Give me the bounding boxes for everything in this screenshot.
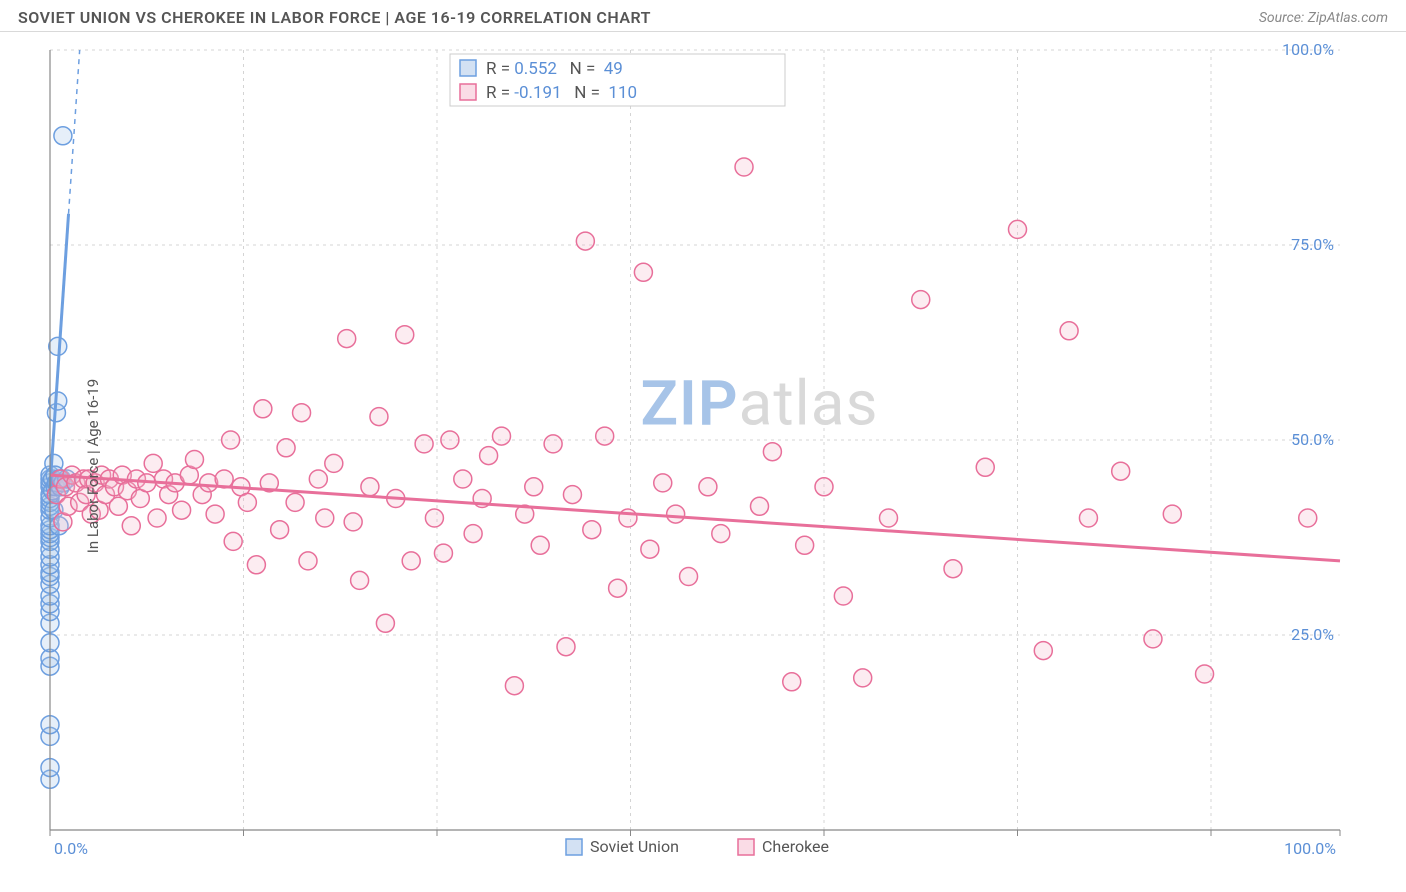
data-point xyxy=(1163,505,1181,523)
data-point xyxy=(680,568,698,586)
data-point xyxy=(751,497,769,515)
data-point xyxy=(325,454,343,472)
legend-swatch xyxy=(738,839,754,855)
data-point xyxy=(944,560,962,578)
data-point xyxy=(557,638,575,656)
data-point xyxy=(425,509,443,527)
data-point xyxy=(1144,630,1162,648)
data-point xyxy=(173,501,191,519)
data-point xyxy=(247,556,265,574)
data-point xyxy=(563,486,581,504)
data-point xyxy=(396,326,414,344)
data-point xyxy=(271,521,289,539)
data-point xyxy=(544,435,562,453)
y-tick-label: 25.0% xyxy=(1291,625,1334,644)
data-point xyxy=(441,431,459,449)
y-axis-label: In Labor Force | Age 16-19 xyxy=(84,379,102,553)
data-point xyxy=(783,673,801,691)
data-point xyxy=(122,517,140,535)
data-point xyxy=(344,513,362,531)
data-point xyxy=(531,536,549,554)
data-point xyxy=(641,540,659,558)
data-point xyxy=(634,263,652,281)
legend-label: Soviet Union xyxy=(590,837,679,856)
x-tick-label: 0.0% xyxy=(54,839,88,858)
data-point xyxy=(238,493,256,511)
data-point xyxy=(480,447,498,465)
data-point xyxy=(144,454,162,472)
y-tick-label: 75.0% xyxy=(1291,235,1334,254)
data-point xyxy=(1060,322,1078,340)
data-point xyxy=(596,427,614,445)
chart-source: Source: ZipAtlas.com xyxy=(1259,10,1388,26)
scatter-chart: ZIPatlas 25.0% 50.0% 75.0% 100.0% 0.0% 100.0% R… xyxy=(0,40,1380,880)
legend-swatch xyxy=(566,839,582,855)
data-point xyxy=(1009,220,1027,238)
data-point xyxy=(286,493,304,511)
chart-title: SOVIET UNION VS CHEROKEE IN LABOR FORCE … xyxy=(18,8,651,27)
data-point xyxy=(712,525,730,543)
y-tick-label: 50.0% xyxy=(1291,430,1334,449)
data-point xyxy=(834,587,852,605)
x-tick-label: 100.0% xyxy=(1284,839,1336,858)
data-point xyxy=(815,478,833,496)
data-point xyxy=(576,232,594,250)
data-point xyxy=(464,525,482,543)
data-point xyxy=(185,451,203,469)
y-tick-label: 100.0% xyxy=(1282,40,1334,59)
data-point xyxy=(316,509,334,527)
data-point xyxy=(454,470,472,488)
data-point xyxy=(912,291,930,309)
data-point xyxy=(434,544,452,562)
data-point xyxy=(976,458,994,476)
data-point xyxy=(1034,642,1052,660)
data-point xyxy=(880,509,898,527)
data-point xyxy=(277,439,295,457)
data-point xyxy=(667,505,685,523)
data-point xyxy=(735,158,753,176)
chart-area: In Labor Force | Age 16-19 ZIPatlas 25.0%… xyxy=(0,40,1406,892)
data-point xyxy=(370,408,388,426)
data-point xyxy=(525,478,543,496)
data-point xyxy=(376,614,394,632)
data-point xyxy=(402,552,420,570)
data-point xyxy=(224,532,242,550)
data-point xyxy=(609,579,627,597)
stats-row: R = 0.552 N = 49 xyxy=(486,59,623,79)
stats-row: R = -0.191 N = 110 xyxy=(486,83,637,103)
data-point xyxy=(505,677,523,695)
data-point xyxy=(206,505,224,523)
data-point xyxy=(361,478,379,496)
data-point xyxy=(148,509,166,527)
data-point xyxy=(415,435,433,453)
data-point xyxy=(493,427,511,445)
data-point xyxy=(1196,665,1214,683)
data-point xyxy=(854,669,872,687)
data-point xyxy=(1079,509,1097,527)
data-point xyxy=(338,330,356,348)
data-point xyxy=(796,536,814,554)
watermark: ZIPatlas xyxy=(641,367,879,440)
data-point xyxy=(1112,462,1130,480)
chart-header: SOVIET UNION VS CHEROKEE IN LABOR FORCE … xyxy=(0,0,1406,32)
stats-swatch xyxy=(460,60,476,76)
data-point xyxy=(654,474,672,492)
data-point xyxy=(309,470,327,488)
data-point xyxy=(699,478,717,496)
data-point xyxy=(293,404,311,422)
data-point xyxy=(222,431,240,449)
legend-label: Cherokee xyxy=(762,837,829,856)
data-point xyxy=(351,571,369,589)
stats-swatch xyxy=(460,84,476,100)
data-point xyxy=(299,552,317,570)
data-point xyxy=(763,443,781,461)
data-point xyxy=(583,521,601,539)
data-point xyxy=(1299,509,1317,527)
data-point xyxy=(254,400,272,418)
data-point xyxy=(54,127,72,145)
